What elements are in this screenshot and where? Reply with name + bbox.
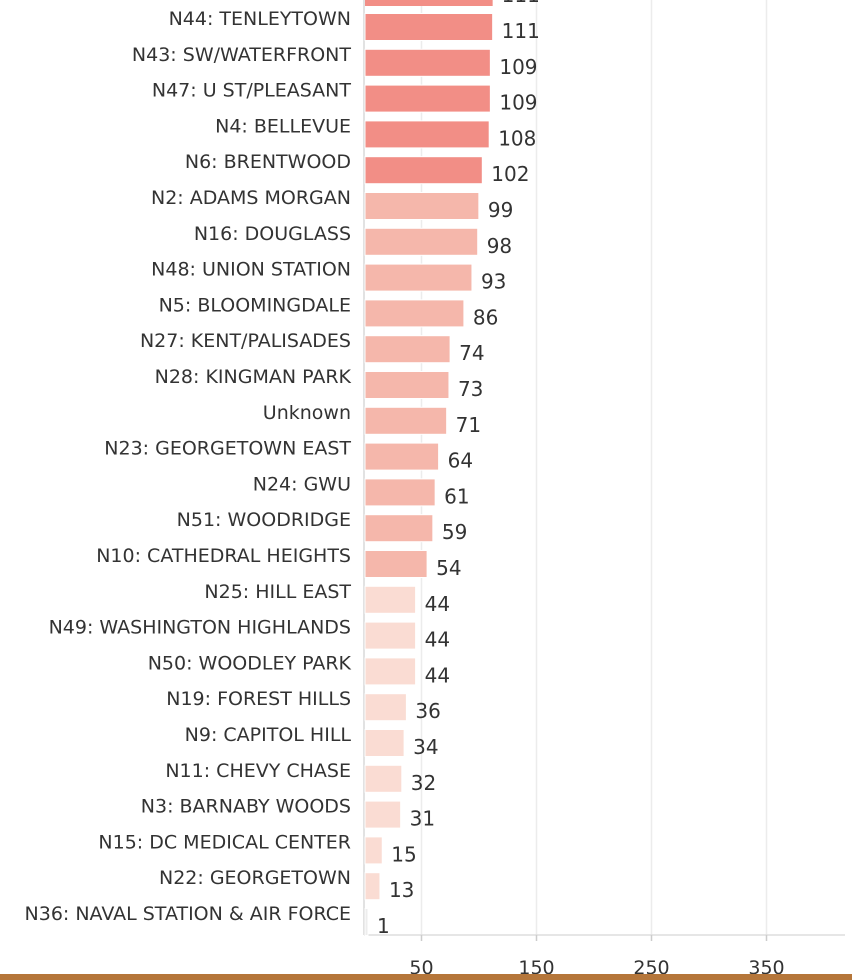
bottom-border-strip: [0, 974, 852, 980]
bar-value-label: 102: [491, 162, 529, 186]
bar: [364, 550, 428, 578]
category-label: N2: ADAMS MORGAN: [151, 187, 351, 209]
category-label: N3: BARNABY WOODS: [141, 796, 351, 818]
bar-value-label: 54: [436, 556, 461, 580]
x-tick-label: 350: [748, 957, 784, 979]
category-label: N5: BLOOMINGDALE: [159, 294, 351, 316]
bar-value-label: 61: [444, 484, 469, 508]
bar-value-label: 44: [425, 592, 450, 616]
bar-value-label-partial: 111: [502, 0, 540, 7]
bar-value-label: 73: [458, 377, 483, 401]
bar-value-label: 99: [488, 198, 513, 222]
category-label: N48: UNION STATION: [151, 259, 351, 281]
x-tick-label: 50: [409, 957, 433, 979]
bar: [364, 84, 491, 113]
category-label: N6: BRENTWOOD: [185, 151, 351, 173]
bar-value-label: 36: [415, 699, 440, 723]
bar-value-label: 109: [499, 91, 537, 115]
category-label: N44: TENLEYTOWN: [169, 8, 351, 30]
bar-value-label: 71: [456, 413, 481, 437]
bar: [364, 908, 369, 936]
bar-value-label: 86: [473, 305, 498, 329]
bar-value-label: 59: [442, 520, 467, 544]
bar-value-label: 108: [498, 126, 536, 150]
bar: [364, 156, 483, 185]
category-label: N24: GWU: [253, 473, 351, 495]
bar-value-label: 15: [391, 842, 416, 866]
category-label: N43: SW/WATERFRONT: [132, 44, 351, 66]
bar-value-label: 93: [481, 270, 506, 294]
category-label: N36: NAVAL STATION & AIR FORCE: [25, 903, 351, 925]
category-label: N9: CAPITOL HILL: [185, 724, 352, 746]
bar: [364, 729, 405, 757]
category-label: N4: BELLEVUE: [215, 115, 351, 137]
category-label: N11: CHEVY CHASE: [165, 760, 351, 782]
bar: [364, 406, 448, 435]
category-label: N47: U ST/PLEASANT: [152, 80, 352, 102]
category-label: N16: DOUGLASS: [194, 223, 351, 245]
x-tick-label: 250: [633, 957, 669, 979]
category-label: N49: WASHINGTON HIGHLANDS: [49, 617, 351, 639]
bar: [364, 800, 402, 829]
bar: [364, 478, 436, 507]
bar-value-label: 44: [425, 663, 450, 687]
category-label: N25: HILL EAST: [204, 581, 351, 603]
category-label: Unknown: [263, 402, 351, 424]
bar: [364, 299, 465, 328]
bar: [364, 263, 473, 292]
category-label: N50: WOODLEY PARK: [148, 652, 352, 674]
bar: [364, 371, 450, 399]
bar: [364, 764, 403, 793]
bar: [364, 836, 383, 865]
category-label: N19: FOREST HILLS: [166, 688, 351, 710]
category-label: N51: WOODRIDGE: [177, 509, 351, 531]
bar-value-label: 32: [411, 771, 436, 795]
bar: [364, 585, 417, 614]
bar-value-label: 64: [448, 449, 473, 473]
bar: [364, 120, 490, 149]
bar-value-label: 44: [425, 628, 450, 652]
bar-value-label: 74: [459, 341, 484, 365]
category-label: N15: DC MEDICAL CENTER: [98, 831, 351, 853]
bar-value-label: 109: [499, 55, 537, 79]
bar-value-label: 13: [389, 878, 414, 902]
bar: [364, 227, 479, 256]
category-label: N28: KINGMAN PARK: [155, 366, 352, 388]
bar: [364, 442, 440, 471]
bar-value-label: 1: [377, 914, 390, 938]
category-label: N23: GEORGETOWN EAST: [104, 438, 351, 460]
bar: [364, 657, 417, 686]
bar-value-label: 111: [502, 19, 540, 43]
bar: [364, 48, 491, 77]
bar: [364, 693, 407, 722]
bar: [364, 192, 480, 220]
category-label: N10: CATHEDRAL HEIGHTS: [96, 545, 351, 567]
bar: [364, 514, 434, 543]
bar-partial-top: [365, 0, 493, 6]
bar-value-label: 31: [410, 807, 435, 831]
x-tick-label: 150: [518, 957, 554, 979]
bar: [364, 621, 417, 650]
bar: [364, 13, 494, 41]
bar-value-label: 34: [413, 735, 438, 759]
bar: [364, 872, 381, 901]
category-label: N22: GEORGETOWN: [159, 867, 351, 889]
category-label: N27: KENT/PALISADES: [140, 330, 351, 352]
bar-value-label: 98: [487, 234, 512, 258]
bar: [364, 335, 451, 364]
